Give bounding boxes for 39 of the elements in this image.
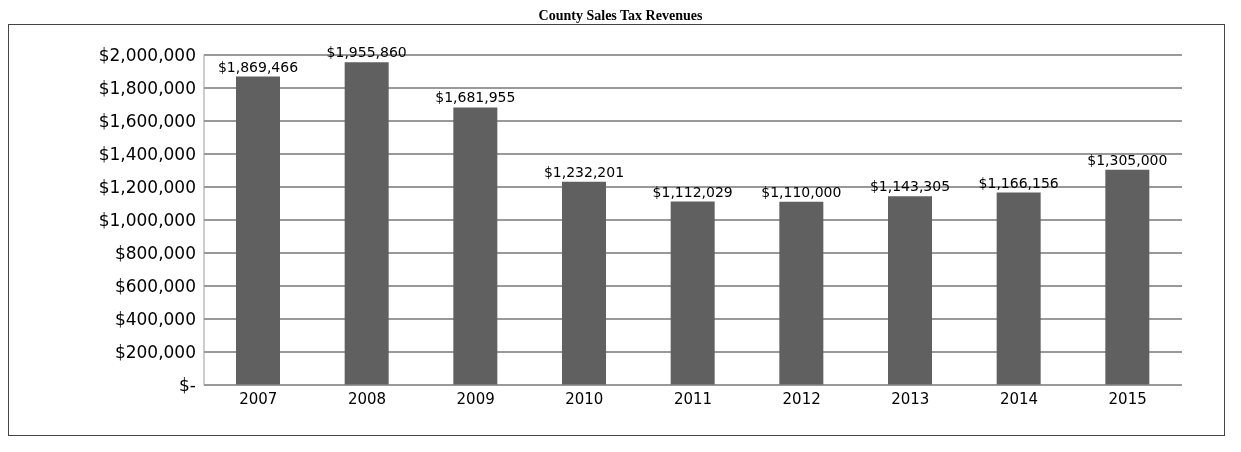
bar [562,181,606,385]
y-tick-label: $800,000 [114,243,196,264]
data-label: $1,232,201 [543,163,625,180]
bar [670,201,715,385]
data-label: $1,166,156 [978,174,1059,191]
x-tick-label: 2007 [239,389,278,408]
bar [453,107,498,385]
y-tick-label: $400,000 [114,309,196,330]
y-tick-label: $1,400,000 [98,144,196,165]
bar [779,201,824,385]
x-tick-label: 2008 [347,389,387,408]
x-tick-label: 2011 [673,389,713,408]
bar [996,192,1041,385]
x-tick-label: 2013 [891,389,930,408]
data-label: $1,110,000 [761,183,842,200]
bar [888,196,932,385]
y-tick-label: $- [179,375,196,396]
bar [344,62,389,385]
y-tick-label: $1,600,000 [98,111,196,132]
bar [1105,169,1150,385]
data-label: $1,143,305 [869,178,951,195]
data-label: $1,112,029 [652,183,733,200]
y-tick-label: $1,200,000 [98,177,196,198]
y-tick-label: $600,000 [114,276,196,297]
data-label: $1,869,466 [217,58,299,75]
x-tick-label: 2015 [1108,389,1147,408]
x-tick-label: 2009 [456,389,495,408]
data-label: $1,955,860 [326,44,407,61]
y-tick-label: $2,000,000 [98,45,196,66]
y-tick-label: $200,000 [114,342,196,363]
x-tick-label: 2014 [999,389,1039,408]
chart-title: County Sales Tax Revenues [537,8,704,24]
x-tick-label: 2012 [782,389,821,408]
x-tick-label: 2010 [565,389,604,408]
y-tick-label: $1,800,000 [98,78,196,99]
bar [236,76,280,385]
y-tick-label: $1,000,000 [98,210,196,231]
data-label: $1,305,000 [1087,151,1168,168]
data-label: $1,681,955 [435,89,516,106]
